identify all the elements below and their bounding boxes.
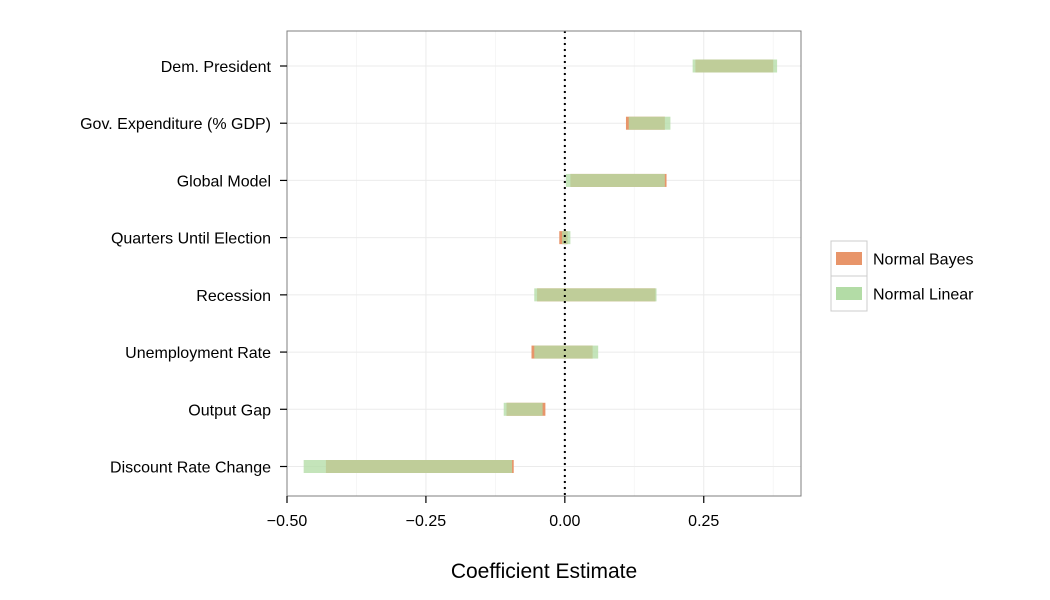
legend-label: Normal Linear [873, 287, 974, 304]
interval-bar-normal-linear [503, 402, 543, 416]
y-tick-label: Global Model [177, 173, 271, 190]
interval-bar-normal-linear [565, 173, 665, 187]
x-tick-label: 0.00 [549, 513, 580, 530]
y-tick-label: Dem. President [161, 59, 272, 76]
x-axis: −0.50 −0.25 0.00 0.25 [267, 496, 719, 530]
y-tick-label: Unemployment Rate [125, 345, 271, 362]
interval-bar-normal-linear [534, 345, 599, 359]
interval-bar-normal-linear [562, 231, 571, 245]
interval-bar-normal-linear [628, 116, 671, 130]
x-tick-label: 0.25 [688, 513, 719, 530]
legend: Normal Bayes Normal Linear [830, 240, 974, 312]
legend-label: Normal Bayes [873, 252, 973, 269]
y-tick-label: Discount Rate Change [110, 460, 271, 477]
interval-bars [303, 59, 778, 473]
y-axis: Dem. President Gov. Expenditure (% GDP) Gl… [80, 59, 287, 477]
y-tick-label: Output Gap [188, 402, 271, 419]
legend-swatch [836, 287, 862, 300]
legend-swatch [836, 252, 862, 265]
interval-bar-normal-linear [534, 288, 657, 302]
grid-lines [286, 31, 801, 496]
y-tick-label: Quarters Until Election [111, 231, 271, 248]
y-tick-label: Gov. Expenditure (% GDP) [80, 116, 271, 133]
x-tick-label: −0.50 [267, 513, 308, 530]
x-axis-title: Coefficient Estimate [451, 560, 637, 583]
interval-bar-normal-linear [692, 59, 778, 73]
x-tick-label: −0.25 [406, 513, 447, 530]
interval-bar-normal-linear [303, 460, 513, 473]
plot-panel-border [286, 30, 802, 497]
y-tick-label: Recession [196, 288, 271, 305]
